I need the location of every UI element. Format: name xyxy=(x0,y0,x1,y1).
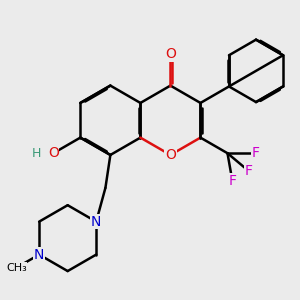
Text: O: O xyxy=(165,47,176,61)
Text: N: N xyxy=(91,215,101,229)
Text: O: O xyxy=(165,148,176,162)
Text: CH₃: CH₃ xyxy=(6,263,27,273)
Text: N: N xyxy=(34,248,44,262)
Text: F: F xyxy=(245,164,253,178)
Text: O: O xyxy=(48,146,59,160)
Text: F: F xyxy=(251,146,259,160)
Text: H: H xyxy=(31,147,41,160)
Text: F: F xyxy=(228,173,236,188)
